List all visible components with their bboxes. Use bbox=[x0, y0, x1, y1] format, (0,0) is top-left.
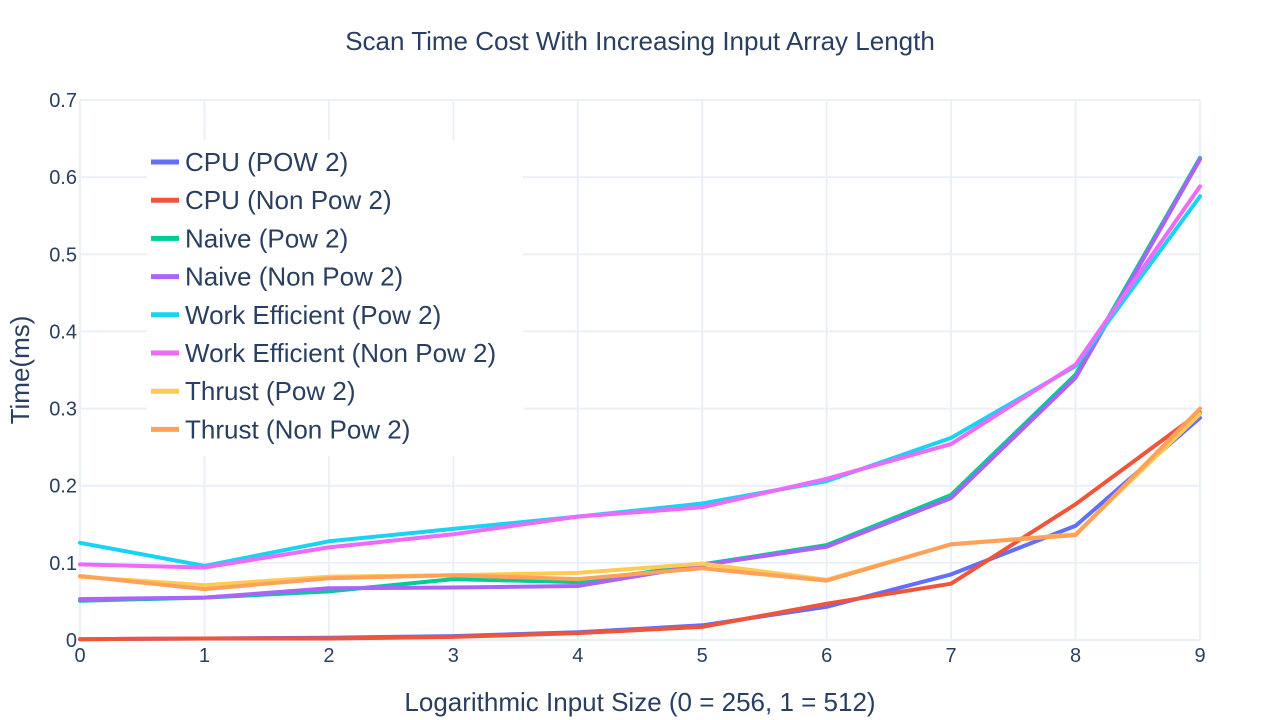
legend-item[interactable]: Work Efficient (Non Pow 2) bbox=[151, 338, 496, 368]
legend-label: Thrust (Pow 2) bbox=[185, 376, 356, 406]
y-tick-label: 0.3 bbox=[49, 399, 77, 421]
x-axis-title: Logarithmic Input Size (0 = 256, 1 = 512… bbox=[404, 687, 875, 717]
x-tick-label: 4 bbox=[572, 645, 583, 667]
x-tick-label: 3 bbox=[448, 645, 459, 667]
legend-label: Naive (Pow 2) bbox=[185, 223, 348, 253]
legend-label: Work Efficient (Non Pow 2) bbox=[185, 338, 496, 368]
legend-label: CPU (POW 2) bbox=[185, 147, 348, 177]
x-tick-label: 5 bbox=[697, 645, 708, 667]
series-lines bbox=[78, 155, 1202, 642]
x-tick-label: 9 bbox=[1194, 645, 1205, 667]
x-tick-label: 6 bbox=[821, 645, 832, 667]
series-line-1 bbox=[78, 410, 1202, 642]
legend[interactable]: CPU (POW 2) CPU (Non Pow 2) Naive (Pow 2) N… bbox=[147, 140, 523, 456]
y-tick-label: 0.5 bbox=[49, 244, 77, 266]
legend-label: Work Efficient (Pow 2) bbox=[185, 300, 441, 330]
series-line-7 bbox=[78, 406, 1202, 592]
legend-item[interactable]: Naive (Pow 2) bbox=[151, 223, 348, 253]
legend-item[interactable]: CPU (POW 2) bbox=[151, 147, 348, 177]
legend-label: Naive (Non Pow 2) bbox=[185, 262, 403, 292]
y-tick-label: 0 bbox=[66, 630, 77, 652]
y-tick-label: 0.1 bbox=[49, 553, 77, 575]
x-tick-label: 0 bbox=[74, 645, 85, 667]
chart-title: Scan Time Cost With Increasing Input Arr… bbox=[345, 26, 935, 56]
legend-label: Thrust (Non Pow 2) bbox=[185, 414, 410, 444]
y-axis-title: Time(ms) bbox=[5, 316, 35, 425]
y-tick-label: 0.6 bbox=[49, 167, 77, 189]
legend-item[interactable]: Thrust (Non Pow 2) bbox=[151, 414, 410, 444]
legend-label: CPU (Non Pow 2) bbox=[185, 185, 392, 215]
legend-item[interactable]: CPU (Non Pow 2) bbox=[151, 185, 392, 215]
y-tick-label: 0.4 bbox=[49, 321, 77, 343]
x-axis-ticks: 0 1 2 3 4 5 6 7 8 9 bbox=[74, 645, 1205, 667]
x-tick-label: 7 bbox=[946, 645, 957, 667]
legend-item[interactable]: Work Efficient (Pow 2) bbox=[151, 300, 441, 330]
x-tick-label: 1 bbox=[199, 645, 210, 667]
x-tick-label: 2 bbox=[323, 645, 334, 667]
y-tick-label: 0.2 bbox=[49, 476, 77, 498]
series-line-5 bbox=[78, 184, 1202, 570]
x-tick-label: 8 bbox=[1070, 645, 1081, 667]
legend-item[interactable]: Naive (Non Pow 2) bbox=[151, 262, 403, 292]
y-axis-ticks: 0 0.1 0.2 0.3 0.4 0.5 0.6 0.7 bbox=[49, 90, 77, 652]
legend-item[interactable]: Thrust (Pow 2) bbox=[151, 376, 356, 406]
y-tick-label: 0.7 bbox=[49, 90, 77, 112]
legend-background bbox=[147, 140, 523, 456]
